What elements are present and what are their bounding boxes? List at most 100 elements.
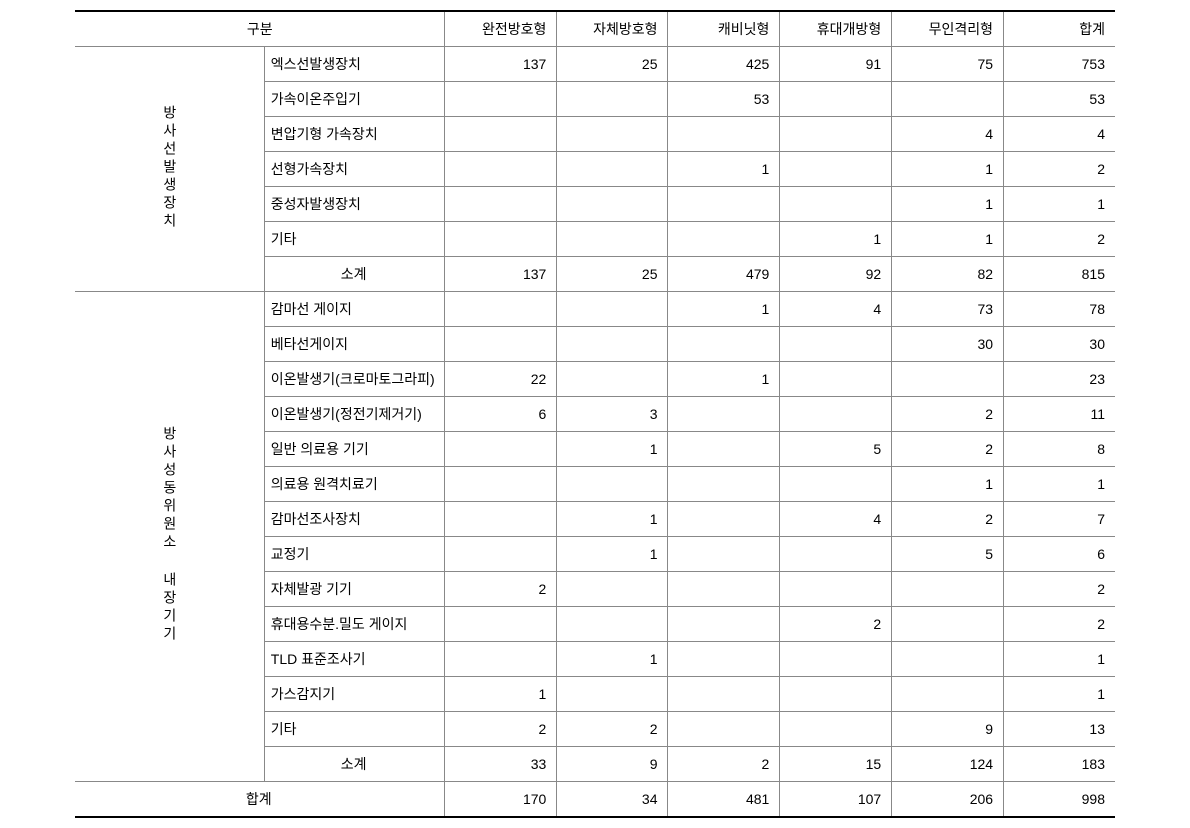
group-1-row-7-val-0 bbox=[445, 537, 557, 572]
group-1-row-1-val-1 bbox=[557, 327, 668, 362]
group-1-row-12-val-2 bbox=[668, 712, 780, 747]
group-0-row-5-val-3: 1 bbox=[780, 222, 892, 257]
group-1-row-6-label: 감마선조사장치 bbox=[264, 502, 445, 537]
header-category: 구분 bbox=[75, 11, 445, 47]
group-1-row-4-val-3: 5 bbox=[780, 432, 892, 467]
group-1-row-9-val-5: 2 bbox=[1004, 607, 1115, 642]
group-1-subtotal-val-2: 2 bbox=[668, 747, 780, 782]
group-0-row-4-val-2 bbox=[668, 187, 780, 222]
group-1-row-9-val-3: 2 bbox=[780, 607, 892, 642]
group-1-row-9-val-2 bbox=[668, 607, 780, 642]
group-1-row-10-val-2 bbox=[668, 642, 780, 677]
grand-label: 합계 bbox=[75, 782, 445, 818]
group-1-row-7-val-5: 6 bbox=[1004, 537, 1115, 572]
header-col-2: 캐비닛형 bbox=[668, 11, 780, 47]
group-1-row-4-val-0 bbox=[445, 432, 557, 467]
group-0-row-2-val-3 bbox=[780, 117, 892, 152]
group-0-row-1-val-0 bbox=[445, 82, 557, 117]
group-1-row-2-val-4 bbox=[892, 362, 1004, 397]
group-1-row-9-val-4 bbox=[892, 607, 1004, 642]
group-0-row-4-val-3 bbox=[780, 187, 892, 222]
group-0-row-3-val-3 bbox=[780, 152, 892, 187]
group-1-row-11-label: 가스감지기 bbox=[264, 677, 445, 712]
table-row: 방사선발생장치엑스선발생장치137254259175753 bbox=[75, 47, 1115, 82]
group-1-row-10-val-4 bbox=[892, 642, 1004, 677]
group-0-row-0-val-5: 753 bbox=[1004, 47, 1115, 82]
group-1-row-0-label: 감마선 게이지 bbox=[264, 292, 445, 327]
table-row: 방사성동위원소 내장기기감마선 게이지147378 bbox=[75, 292, 1115, 327]
group-1-row-3-val-4: 2 bbox=[892, 397, 1004, 432]
group-1-row-4-val-4: 2 bbox=[892, 432, 1004, 467]
group-0-subtotal-val-2: 479 bbox=[668, 257, 780, 292]
group-1-subtotal-val-1: 9 bbox=[557, 747, 668, 782]
header-col-3: 휴대개방형 bbox=[780, 11, 892, 47]
group-1-subtotal-val-5: 183 bbox=[1004, 747, 1115, 782]
header-row: 구분 완전방호형 자체방호형 캐비닛형 휴대개방형 무인격리형 합계 bbox=[75, 11, 1115, 47]
grand-val-1: 34 bbox=[557, 782, 668, 818]
group-0-subtotal-val-1: 25 bbox=[557, 257, 668, 292]
group-1-row-12-label: 기타 bbox=[264, 712, 445, 747]
group-1-row-10-val-0 bbox=[445, 642, 557, 677]
group-1-row-6-val-2 bbox=[668, 502, 780, 537]
header-col-4: 무인격리형 bbox=[892, 11, 1004, 47]
group-0-row-4-val-5: 1 bbox=[1004, 187, 1115, 222]
group-1-row-5-val-4: 1 bbox=[892, 467, 1004, 502]
header-col-0: 완전방호형 bbox=[445, 11, 557, 47]
group-1-row-2-val-1 bbox=[557, 362, 668, 397]
group-1-row-3-val-2 bbox=[668, 397, 780, 432]
group-1-row-11-val-1 bbox=[557, 677, 668, 712]
group-1-row-5-val-0 bbox=[445, 467, 557, 502]
group-0-row-2-val-2 bbox=[668, 117, 780, 152]
group-0-row-5-label: 기타 bbox=[264, 222, 445, 257]
group-1-row-10-label: TLD 표준조사기 bbox=[264, 642, 445, 677]
group-1-row-11-val-4 bbox=[892, 677, 1004, 712]
group-1-row-6-val-1: 1 bbox=[557, 502, 668, 537]
group-1-row-2-val-5: 23 bbox=[1004, 362, 1115, 397]
group-1-row-3-val-1: 3 bbox=[557, 397, 668, 432]
group-0-row-2-label: 변압기형 가속장치 bbox=[264, 117, 445, 152]
group-1-row-4-val-1: 1 bbox=[557, 432, 668, 467]
group-1-row-1-val-4: 30 bbox=[892, 327, 1004, 362]
group-1-row-0-val-1 bbox=[557, 292, 668, 327]
group-1-row-1-val-0 bbox=[445, 327, 557, 362]
data-table: 구분 완전방호형 자체방호형 캐비닛형 휴대개방형 무인격리형 합계 방사선발생… bbox=[75, 10, 1115, 818]
group-0-row-4-val-4: 1 bbox=[892, 187, 1004, 222]
group-1-row-1-val-3 bbox=[780, 327, 892, 362]
group-1-row-2-val-3 bbox=[780, 362, 892, 397]
grand-val-4: 206 bbox=[892, 782, 1004, 818]
group-1-row-11-val-5: 1 bbox=[1004, 677, 1115, 712]
group-1-row-10-val-3 bbox=[780, 642, 892, 677]
group-1-row-0-val-5: 78 bbox=[1004, 292, 1115, 327]
group-1-row-7-val-1: 1 bbox=[557, 537, 668, 572]
group-0-row-1-label: 가속이온주입기 bbox=[264, 82, 445, 117]
group-1-row-9-label: 휴대용수분.밀도 게이지 bbox=[264, 607, 445, 642]
group-1-row-0-val-0 bbox=[445, 292, 557, 327]
group-1-row-12-val-1: 2 bbox=[557, 712, 668, 747]
group-1-row-5-label: 의료용 원격치료기 bbox=[264, 467, 445, 502]
group-0-row-0-val-0: 137 bbox=[445, 47, 557, 82]
group-1-row-8-val-2 bbox=[668, 572, 780, 607]
group-1-row-9-val-1 bbox=[557, 607, 668, 642]
group-0-row-0-val-3: 91 bbox=[780, 47, 892, 82]
group-0-vlabel: 방사선발생장치 bbox=[75, 47, 264, 292]
grand-val-3: 107 bbox=[780, 782, 892, 818]
group-0-row-5-val-5: 2 bbox=[1004, 222, 1115, 257]
group-1-row-12-val-4: 9 bbox=[892, 712, 1004, 747]
group-1-row-2-val-2: 1 bbox=[668, 362, 780, 397]
group-0-row-1-val-5: 53 bbox=[1004, 82, 1115, 117]
grand-val-0: 170 bbox=[445, 782, 557, 818]
group-0-row-3-val-0 bbox=[445, 152, 557, 187]
group-1-row-4-label: 일반 의료용 기기 bbox=[264, 432, 445, 467]
group-1-row-12-val-0: 2 bbox=[445, 712, 557, 747]
group-0-row-3-val-1 bbox=[557, 152, 668, 187]
group-1-row-6-val-3: 4 bbox=[780, 502, 892, 537]
grand-total-row: 합계17034481107206998 bbox=[75, 782, 1115, 818]
group-1-row-5-val-1 bbox=[557, 467, 668, 502]
group-1-row-8-val-1 bbox=[557, 572, 668, 607]
group-1-row-8-val-4 bbox=[892, 572, 1004, 607]
grand-val-5: 998 bbox=[1004, 782, 1115, 818]
group-1-row-2-label: 이온발생기(크로마토그라피) bbox=[264, 362, 445, 397]
group-0-subtotal-val-3: 92 bbox=[780, 257, 892, 292]
group-0-row-5-val-2 bbox=[668, 222, 780, 257]
group-0-row-2-val-4: 4 bbox=[892, 117, 1004, 152]
